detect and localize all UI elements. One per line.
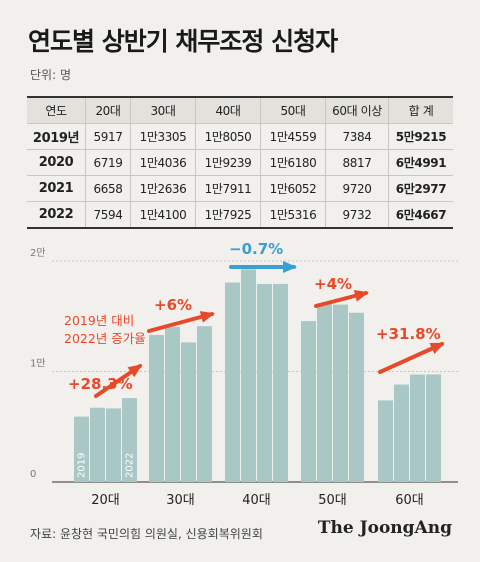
cell-60s: 7384 xyxy=(325,123,389,150)
cell-20s: 6719 xyxy=(85,149,131,176)
header-cell-year: 연도 xyxy=(27,96,86,124)
header-cell-60s: 60대 이상 xyxy=(325,96,389,124)
cell-year: 2020 xyxy=(27,149,86,176)
page-title: 연도별 상반기 채무조정 신청자 xyxy=(28,27,338,56)
growth-rate-label: −0.7% xyxy=(229,240,283,258)
bar xyxy=(378,400,393,482)
cell-total: 6만2977 xyxy=(388,175,453,202)
bar xyxy=(317,303,332,482)
cell-40s: 1만7911 xyxy=(195,175,261,202)
x-tick-label: 20대 xyxy=(91,493,120,508)
cell-40s: 1만7925 xyxy=(195,201,261,229)
growth-rate-label: +28.3% xyxy=(68,375,133,393)
x-tick-label: 30대 xyxy=(166,493,195,508)
cell-year: 2021 xyxy=(27,175,86,202)
bar xyxy=(257,284,272,482)
bar xyxy=(301,321,316,482)
growth-rate-label: +31.8% xyxy=(376,325,441,343)
cell-year: 2019년 xyxy=(27,123,86,150)
bar xyxy=(90,407,105,482)
bar xyxy=(426,374,441,482)
cell-40s: 1만9239 xyxy=(195,149,261,176)
bar-year-label: 2019 xyxy=(77,453,88,478)
bar xyxy=(225,282,240,482)
header-cell-50s: 50대 xyxy=(260,96,326,124)
table-row: 2020 6719 1만4036 1만9239 1만6180 8817 6만49… xyxy=(27,149,453,176)
bar xyxy=(241,269,256,482)
cell-50s: 1만6052 xyxy=(260,175,326,202)
header-cell-30s: 30대 xyxy=(130,96,196,124)
cell-total: 6만4991 xyxy=(388,149,453,176)
bar xyxy=(273,283,288,482)
cell-40s: 1만8050 xyxy=(195,123,261,150)
growth-note-line: 2022년 증가율 xyxy=(64,331,146,346)
growth-note-line: 2019년 대비 xyxy=(64,313,134,328)
bar xyxy=(333,304,348,482)
table-row: 2021 6658 1만2636 1만7911 1만6052 9720 6만29… xyxy=(27,175,453,202)
bar xyxy=(349,312,364,482)
unit-label: 단위: 명 xyxy=(30,68,71,82)
bar xyxy=(74,416,89,482)
header-cell-40s: 40대 xyxy=(195,96,261,124)
cell-50s: 1만4559 xyxy=(260,123,326,150)
bar xyxy=(149,334,164,482)
x-tick-label: 50대 xyxy=(318,493,347,508)
bar xyxy=(410,374,425,482)
x-tick-label: 40대 xyxy=(242,493,271,508)
cell-20s: 6658 xyxy=(85,175,131,202)
bar xyxy=(394,384,409,482)
cell-total: 6만4667 xyxy=(388,201,453,229)
bar xyxy=(181,342,196,482)
cell-50s: 1만5316 xyxy=(260,201,326,229)
header-cell-total: 합 계 xyxy=(388,96,453,124)
data-table: 연도 20대 30대 40대 50대 60대 이상 합 계 2019년 5917… xyxy=(27,96,453,229)
cell-year: 2022 xyxy=(27,201,86,229)
bar-year-label: 2022 xyxy=(125,453,136,478)
bar xyxy=(106,408,121,482)
table-row: 2022 7594 1만4100 1만7925 1만5316 9732 6만46… xyxy=(27,201,453,229)
cell-total: 5만9215 xyxy=(388,123,453,150)
growth-rate-label: +6% xyxy=(154,296,192,314)
table-header-row: 연도 20대 30대 40대 50대 60대 이상 합 계 xyxy=(27,96,453,124)
bar xyxy=(197,326,212,482)
growth-rate-label: +4% xyxy=(314,275,352,293)
table-row: 2019년 5917 1만3305 1만8050 1만4559 7384 5만9… xyxy=(27,123,453,150)
cell-60s: 8817 xyxy=(325,149,389,176)
brand-logo: The JoongAng xyxy=(317,518,452,538)
cell-30s: 1만2636 xyxy=(130,175,196,202)
cell-20s: 7594 xyxy=(85,201,131,229)
trend-arrow-head xyxy=(353,289,369,302)
y-tick-label: 0 xyxy=(30,469,36,480)
y-tick-label: 2만 xyxy=(30,247,46,259)
cell-50s: 1만6180 xyxy=(260,149,326,176)
trend-arrow-head xyxy=(283,261,297,273)
cell-20s: 5917 xyxy=(85,123,131,150)
x-tick-label: 60대 xyxy=(395,493,424,508)
trend-arrow-line xyxy=(378,342,444,374)
y-tick-label: 1만 xyxy=(30,358,46,370)
trend-arrow-head xyxy=(429,342,445,354)
cell-30s: 1만4100 xyxy=(130,201,196,229)
bar xyxy=(165,326,180,482)
bar xyxy=(122,398,137,482)
header-cell-20s: 20대 xyxy=(85,96,131,124)
cell-60s: 9720 xyxy=(325,175,389,202)
source-note: 자료: 윤창현 국민의힘 의원실, 신용회복위원회 xyxy=(30,527,263,541)
trend-arrow-head xyxy=(127,364,143,378)
cell-30s: 1만4036 xyxy=(130,149,196,176)
cell-60s: 9732 xyxy=(325,201,389,229)
trend-arrow-head xyxy=(199,311,215,323)
cell-30s: 1만3305 xyxy=(130,123,196,150)
